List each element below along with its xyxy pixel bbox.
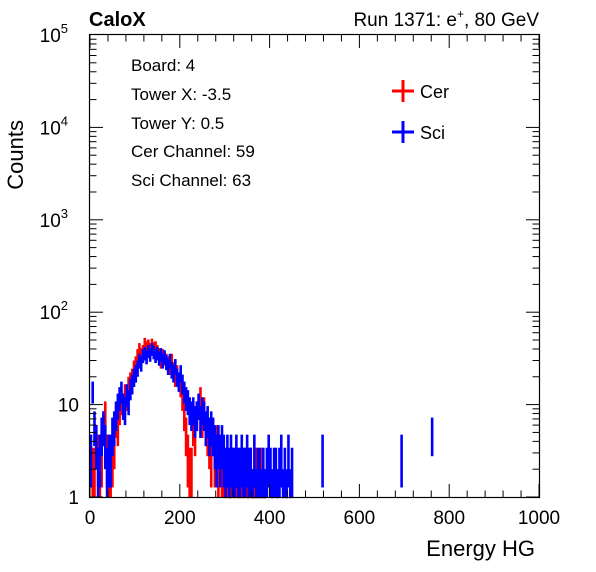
series-sci (89, 343, 434, 499)
x-tick-label-0: 0 (85, 508, 96, 529)
info-line-sci-channel: Sci Channel: 63 (131, 171, 251, 190)
y-tick-label-1: 1 (68, 488, 79, 509)
info-line-board: Board: 4 (131, 56, 195, 75)
y-axis-label: Counts (3, 120, 28, 190)
legend-entry-cer: Cer (392, 80, 449, 102)
x-tick-label-400: 400 (254, 508, 286, 529)
info-line-tower-y: Tower Y: 0.5 (131, 114, 224, 133)
x-tick-label-600: 600 (344, 508, 376, 529)
plot-frame (88, 33, 541, 499)
x-tick-label-200: 200 (164, 508, 196, 529)
series-layer (89, 337, 434, 499)
info-box: Board: 4 Tower X: -3.5 Tower Y: 0.5 Cer … (131, 56, 255, 190)
y-tick-label-10000: 104 (40, 113, 68, 139)
y-tick-label-100000: 105 (40, 21, 68, 47)
x-tick-label-1000: 1000 (518, 508, 560, 529)
legend-sci-label: Sci (420, 123, 445, 143)
y-tick-label-10: 10 (58, 396, 79, 417)
info-line-tower-x: Tower X: -3.5 (131, 85, 231, 104)
y-tick-label-1000: 103 (40, 206, 68, 232)
x-tick-label-800: 800 (433, 508, 465, 529)
legend-cer-label: Cer (420, 82, 449, 102)
info-line-cer-channel: Cer Channel: 59 (131, 142, 255, 161)
brand-label: CaloX (89, 9, 146, 31)
axis-ticks: 0 200 400 600 800 1000 1 10 102 103 104 105 (40, 21, 561, 529)
x-axis-label: Energy HG (426, 536, 535, 561)
run-label: Run 1371: e+, 80 GeV (353, 7, 539, 31)
legend: Cer Sci (392, 80, 449, 143)
legend-entry-sci: Sci (392, 121, 445, 143)
y-tick-label-100: 102 (40, 298, 68, 324)
